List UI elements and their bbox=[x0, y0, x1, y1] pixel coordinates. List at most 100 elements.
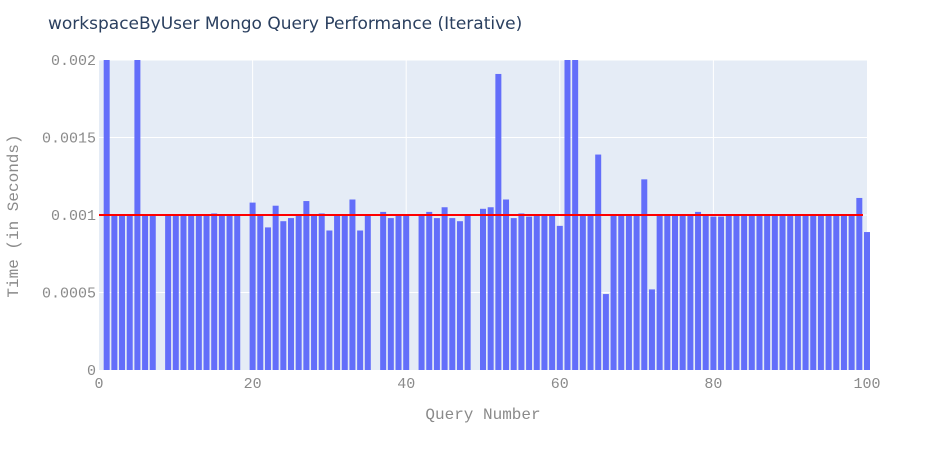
bar bbox=[311, 215, 318, 370]
bar bbox=[149, 215, 156, 370]
bar bbox=[679, 215, 686, 370]
bar bbox=[518, 213, 525, 370]
bar bbox=[802, 215, 809, 370]
bar bbox=[119, 215, 126, 370]
bar bbox=[848, 215, 855, 370]
x-tick-label: 100 bbox=[853, 376, 880, 393]
bar bbox=[779, 215, 786, 370]
bar bbox=[625, 215, 632, 370]
bar bbox=[272, 205, 279, 370]
bar bbox=[188, 215, 195, 370]
x-tick-label: 20 bbox=[244, 376, 262, 393]
bar bbox=[672, 215, 678, 370]
bar bbox=[357, 230, 364, 370]
bar bbox=[503, 199, 510, 370]
bar bbox=[226, 215, 233, 370]
bar bbox=[771, 215, 778, 370]
bar bbox=[695, 211, 702, 370]
bar bbox=[126, 215, 133, 370]
bar bbox=[211, 213, 218, 370]
bar bbox=[341, 215, 348, 370]
bar bbox=[257, 215, 264, 370]
x-tick-label: 60 bbox=[551, 376, 569, 393]
bar bbox=[349, 199, 356, 370]
bar bbox=[334, 215, 341, 370]
bar bbox=[456, 221, 463, 370]
y-tick-label: 0 bbox=[87, 363, 96, 380]
bar bbox=[395, 215, 402, 370]
bar bbox=[579, 215, 586, 370]
bar bbox=[142, 215, 149, 370]
y-tick-label: 0.0015 bbox=[42, 131, 96, 148]
bars bbox=[103, 60, 870, 370]
bar bbox=[195, 215, 202, 370]
bar bbox=[403, 215, 410, 370]
bar bbox=[264, 227, 271, 370]
bar bbox=[449, 218, 456, 370]
bar bbox=[595, 154, 602, 370]
bar bbox=[610, 215, 617, 370]
x-axis-title: Query Number bbox=[425, 406, 540, 424]
bar bbox=[303, 201, 310, 370]
y-tick-label: 0.0005 bbox=[42, 286, 96, 303]
bar bbox=[495, 73, 502, 370]
bar bbox=[234, 215, 241, 370]
bar bbox=[810, 215, 817, 370]
bar bbox=[664, 215, 671, 370]
bar bbox=[656, 215, 663, 370]
bar bbox=[718, 216, 725, 370]
bar bbox=[318, 213, 325, 370]
bar bbox=[165, 215, 172, 370]
bar bbox=[526, 216, 533, 370]
bar bbox=[710, 216, 717, 370]
bar bbox=[733, 215, 740, 370]
y-tick-label: 0.001 bbox=[51, 208, 96, 225]
bar bbox=[648, 289, 655, 370]
y-axis-title: Time (in Seconds) bbox=[5, 134, 23, 297]
x-tick-label: 80 bbox=[704, 376, 722, 393]
bar bbox=[856, 197, 863, 370]
bar bbox=[556, 225, 563, 370]
bar bbox=[111, 215, 118, 370]
bar bbox=[172, 215, 179, 370]
x-tick-label: 40 bbox=[397, 376, 415, 393]
bar bbox=[840, 215, 847, 370]
bar bbox=[464, 215, 471, 370]
bar bbox=[864, 232, 870, 370]
bar bbox=[433, 218, 440, 370]
bar bbox=[748, 215, 755, 370]
bar bbox=[418, 215, 425, 370]
bar bbox=[533, 215, 540, 370]
bar bbox=[441, 207, 448, 370]
bar bbox=[764, 215, 771, 370]
bar bbox=[541, 215, 548, 370]
bar bbox=[288, 218, 294, 370]
bar bbox=[364, 215, 371, 370]
bar bbox=[280, 221, 287, 370]
chart-title: workspaceByUser Mongo Query Performance … bbox=[48, 14, 522, 34]
bar bbox=[480, 208, 486, 370]
bar bbox=[326, 230, 333, 370]
y-tick-label: 0.002 bbox=[51, 53, 96, 70]
bar bbox=[387, 218, 394, 370]
bar bbox=[249, 202, 256, 370]
bar bbox=[756, 215, 763, 370]
bar bbox=[817, 215, 824, 370]
bar bbox=[380, 211, 387, 370]
bar bbox=[787, 215, 794, 370]
bar bbox=[687, 215, 694, 370]
bar bbox=[426, 211, 433, 370]
bar bbox=[702, 215, 709, 370]
bar bbox=[487, 207, 494, 370]
bar bbox=[794, 215, 801, 370]
bar bbox=[741, 215, 748, 370]
x-tick-label: 0 bbox=[94, 376, 103, 393]
bar bbox=[833, 215, 840, 370]
bar bbox=[602, 294, 609, 370]
bar bbox=[203, 215, 210, 370]
bar bbox=[295, 215, 302, 370]
bar bbox=[641, 179, 648, 370]
bar bbox=[180, 215, 187, 370]
bar bbox=[510, 218, 517, 370]
